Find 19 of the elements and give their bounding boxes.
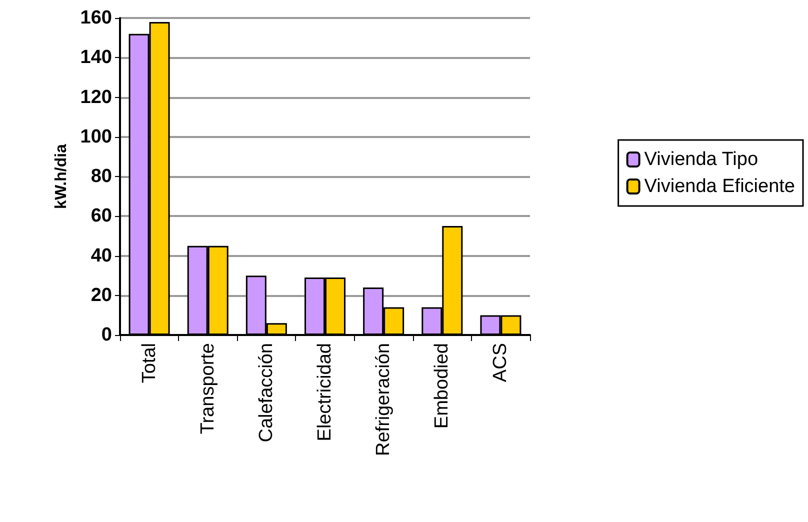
- legend-label: Vivienda Tipo: [644, 149, 758, 170]
- legend-label: Vivienda Eficiente: [644, 176, 796, 197]
- y-tick-label: 40: [90, 245, 112, 266]
- y-tick-label: 160: [80, 8, 112, 28]
- y-tick-label: 120: [80, 86, 112, 108]
- y-tick-label: 140: [80, 47, 112, 68]
- y-tick-label: 60: [90, 206, 112, 227]
- x-tick-label: Embodied: [432, 343, 453, 429]
- x-tick-label: Total: [138, 343, 160, 384]
- x-tick-label: Transporte: [197, 343, 218, 434]
- y-tick-label: 20: [90, 284, 112, 306]
- x-tick-label: Refrigeración: [373, 343, 394, 456]
- x-tick-label: Electricidad: [314, 343, 336, 442]
- y-tick-label: 0: [101, 324, 112, 346]
- y-axis-title: kW.h/dia: [52, 144, 70, 209]
- x-tick-label: Calefacción: [256, 343, 277, 442]
- y-tick-label: 100: [80, 126, 112, 148]
- x-tick-label: ACS: [490, 343, 512, 382]
- y-tick-label: 80: [90, 166, 112, 187]
